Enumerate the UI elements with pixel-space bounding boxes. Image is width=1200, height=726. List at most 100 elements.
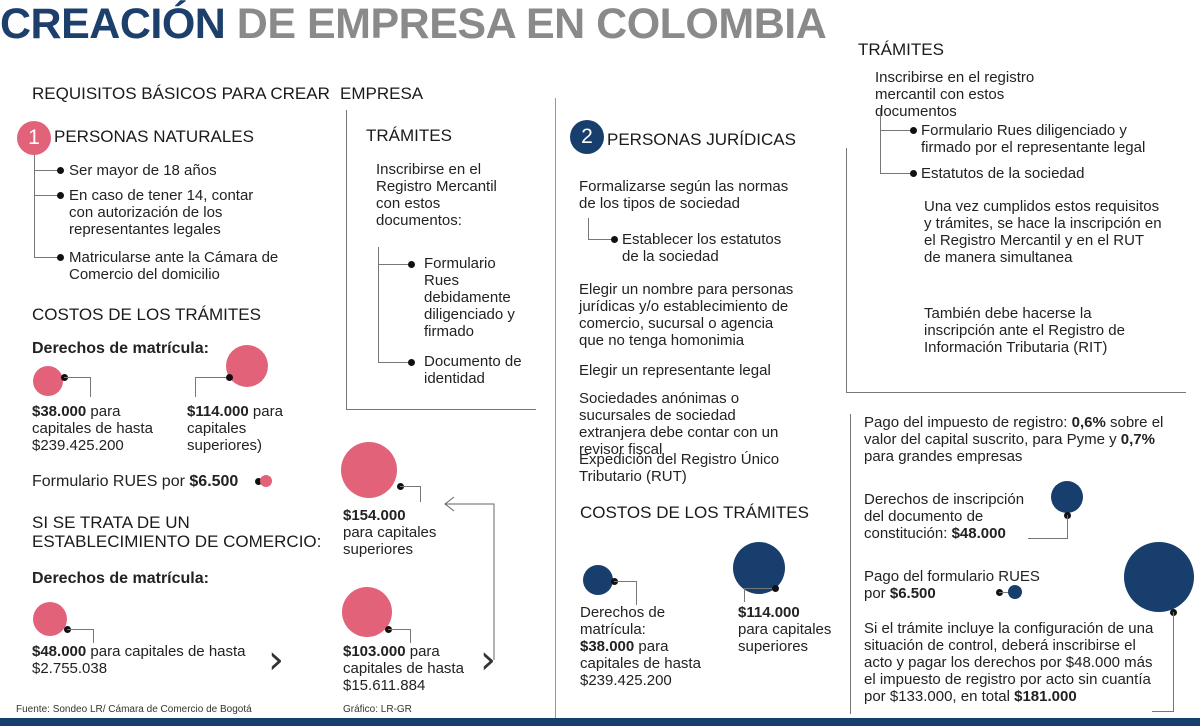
connector — [67, 629, 93, 630]
naturales-heading: PERSONAS NATURALES — [54, 127, 254, 146]
tramites-connector — [378, 247, 379, 363]
bottom-bar — [0, 718, 1200, 726]
connector — [880, 173, 912, 174]
connector — [614, 581, 636, 582]
connector — [636, 581, 637, 605]
tramites-doc: Documento de identidad — [424, 353, 522, 387]
cost-circle — [341, 442, 397, 498]
formulario-amount: $6.500 — [189, 473, 239, 490]
inscripcion-amount: $48.000 — [951, 525, 1006, 542]
tramites-heading: TRÁMITES — [858, 40, 944, 59]
connector — [195, 377, 226, 378]
control-label: Si el trámite incluye la configuración d… — [864, 620, 1154, 705]
cost-amount: $114.000 — [738, 604, 800, 621]
tramites-intro: Inscribirse en el Registro Mercantil con… — [376, 161, 497, 229]
juridicas-item: Formalizarse según las normas de los tip… — [579, 178, 789, 212]
establecimiento-heading: SI SE TRATA DE UN ESTABLECIMIENTO DE COM… — [32, 513, 322, 551]
bullet-dot — [611, 236, 618, 243]
naturales-connector — [34, 155, 35, 258]
cost-label: $38.000 para capitales de hasta $239.425… — [32, 403, 172, 454]
connector — [1067, 515, 1068, 539]
source-note: Fuente: Sondeo LR/ Cámara de Comercio de… — [16, 704, 252, 715]
connector — [880, 130, 912, 131]
costos-subheading: Derechos de matrícula: — [32, 340, 209, 357]
cost-description: para capitales superiores — [343, 524, 437, 558]
cost-description: para capitales de hasta $239.425.200 — [32, 403, 153, 454]
impuesto-label: para grandes empresas — [864, 448, 1023, 465]
cost-amount: $154.000 — [343, 507, 406, 524]
connector — [34, 170, 62, 171]
establecimiento-subheading: Derechos de matrícula: — [32, 570, 209, 587]
connector — [744, 588, 772, 589]
impuesto-value: 0,6% — [1071, 414, 1106, 431]
title-part-2: DE EMPRESA EN COLOMBIA — [236, 0, 827, 48]
cost-label: $114.000 para capitales superiores) — [187, 403, 307, 454]
connector — [1152, 711, 1174, 712]
cost-description: Derechos de matrícula: — [580, 604, 666, 638]
cost-label: $103.000 para capitales de hasta $15.611… — [343, 643, 483, 694]
control-amount: $181.000 — [1014, 688, 1077, 705]
connector — [1028, 538, 1068, 539]
connector — [388, 629, 410, 630]
section-number-badge: 1 — [17, 121, 51, 155]
juridicas-item: Elegir un representante legal — [579, 362, 771, 379]
connector — [588, 239, 614, 240]
tramites-note: También debe hacerse la inscripción ante… — [924, 305, 1125, 356]
connector — [400, 486, 420, 487]
requirement-item: Ser mayor de 18 años — [69, 162, 217, 179]
impuesto-label: Pago del impuesto de registro: — [864, 414, 1068, 431]
cost-circle — [583, 565, 613, 595]
bullet-dot — [408, 261, 415, 268]
bullet-dot — [408, 359, 415, 366]
bullet-dot — [255, 478, 262, 485]
bullet-dot — [57, 167, 64, 174]
tramites-doc: Estatutos de la sociedad — [921, 165, 1085, 182]
bullet-dot — [57, 192, 64, 199]
requirement-item: Matricularse ante la Cámara de Comercio … — [69, 249, 279, 283]
impuesto-label: sobre el valor del capital suscrito, par… — [864, 414, 1164, 448]
section-divider — [555, 98, 556, 718]
cost-circle — [1008, 585, 1022, 599]
costos-heading: COSTOS DE LOS TRÁMITES — [580, 503, 809, 522]
bullet-dot — [910, 127, 917, 134]
title-part-1: CREACIÓN — [0, 0, 226, 48]
cost-amount: $38.000 — [32, 403, 87, 420]
chevron-right-icon: › — [480, 637, 496, 683]
cost-circle — [33, 366, 63, 396]
connector — [93, 629, 94, 643]
juridicas-item: Elegir un nombre para personas jurídicas… — [579, 281, 794, 349]
tramites-connector — [880, 108, 881, 174]
juridicas-item: Expedición del Registro Único Tributario… — [579, 451, 780, 485]
connector — [999, 592, 1009, 593]
requirements-heading: REQUISITOS BÁSICOS PARA CREAR — [32, 84, 330, 103]
connector — [34, 257, 62, 258]
juridicas-subitem: Establecer los estatutos de la sociedad — [622, 231, 782, 265]
cost-label: $48.000 para capitales de hasta $2.755.0… — [32, 643, 262, 677]
tramites-heading: TRÁMITES — [366, 126, 452, 145]
connector — [195, 377, 196, 397]
page-title: CREACIÓN DE EMPRESA EN COLOMBIA — [0, 0, 1200, 48]
cost-circle — [342, 587, 392, 637]
cost-amount: $48.000 — [32, 643, 87, 660]
formulario-text: Formulario RUES por — [32, 473, 185, 490]
section-number-badge: 2 — [570, 120, 604, 154]
tramites-frame-line — [846, 392, 1186, 393]
connector — [588, 218, 589, 240]
connector — [744, 588, 745, 602]
control-text: Si el trámite incluye la configuración d… — [864, 620, 1164, 705]
tramites-note: Una vez cumplidos estos requisitos y trá… — [924, 198, 1162, 266]
formulario-amount: $6.500 — [889, 585, 936, 602]
tramites-frame-line — [346, 110, 347, 410]
juridicas-item: Sociedades anónimas o sucursales de soci… — [579, 390, 779, 458]
inscripcion-label: Derechos de inscripción del documento de… — [864, 491, 1025, 542]
cost-label: $154.000 para capitales superiores — [343, 507, 473, 558]
impuesto-value: 0,7% — [1120, 431, 1155, 448]
cost-label: $114.000 para capitales superiores — [738, 604, 848, 655]
requirement-item: En caso de tener 14, contar con autoriza… — [69, 187, 254, 238]
bullet-dot — [57, 254, 64, 261]
impuesto-text: Pago del impuesto de registro: 0,6% sobr… — [864, 414, 1184, 465]
cost-circle — [1124, 542, 1194, 612]
cost-description: para capitales de hasta $2.755.038 — [32, 643, 246, 677]
cost-circle — [260, 475, 272, 487]
cost-description: para capitales superiores — [738, 621, 832, 655]
